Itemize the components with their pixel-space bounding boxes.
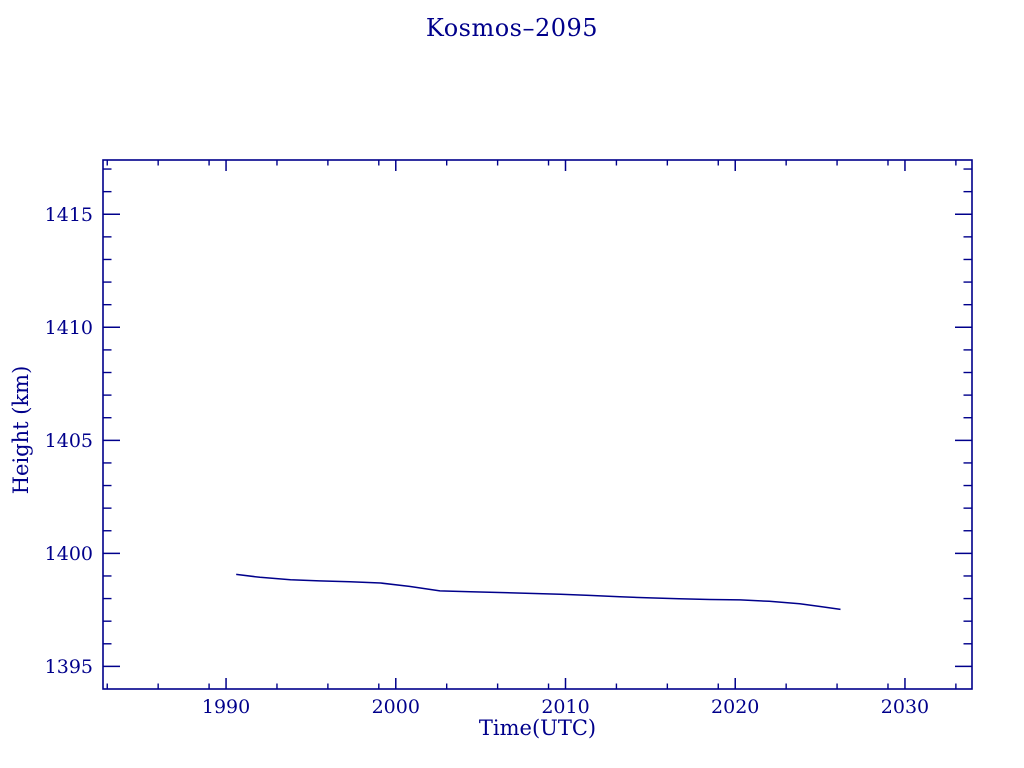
y-tick-label: 1410 — [45, 317, 93, 339]
y-tick-label: 1405 — [45, 430, 93, 452]
y-tick-label: 1395 — [45, 656, 93, 678]
y-tick-label: 1415 — [45, 204, 93, 226]
y-tick-label: 1400 — [45, 543, 93, 565]
x-tick-label: 2010 — [541, 696, 589, 718]
plot-border — [102, 159, 973, 690]
x-axis-label: Time(UTC) — [478, 716, 597, 740]
height-series-line — [236, 573, 841, 611]
x-tick-label: 1990 — [202, 696, 250, 718]
x-tick-label: 2030 — [881, 696, 929, 718]
y-axis-label: Height (km) — [9, 365, 33, 495]
x-tick-label: 2020 — [711, 696, 759, 718]
chart-title: Kosmos–2095 — [425, 14, 599, 42]
x-tick-label: 2000 — [372, 696, 420, 718]
